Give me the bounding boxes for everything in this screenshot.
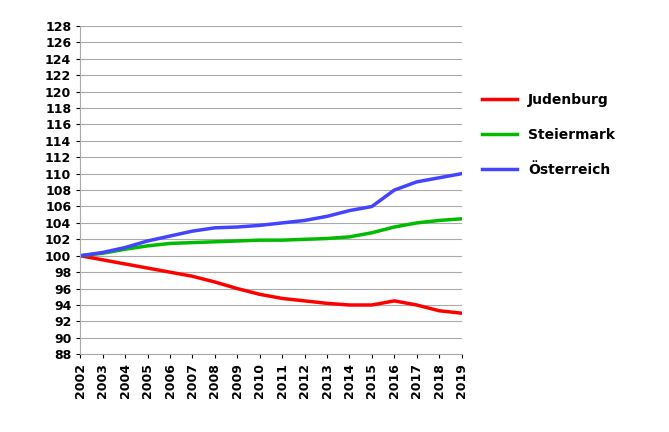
Legend: Judenburg, Steiermark, Österreich: Judenburg, Steiermark, Österreich bbox=[482, 93, 615, 177]
